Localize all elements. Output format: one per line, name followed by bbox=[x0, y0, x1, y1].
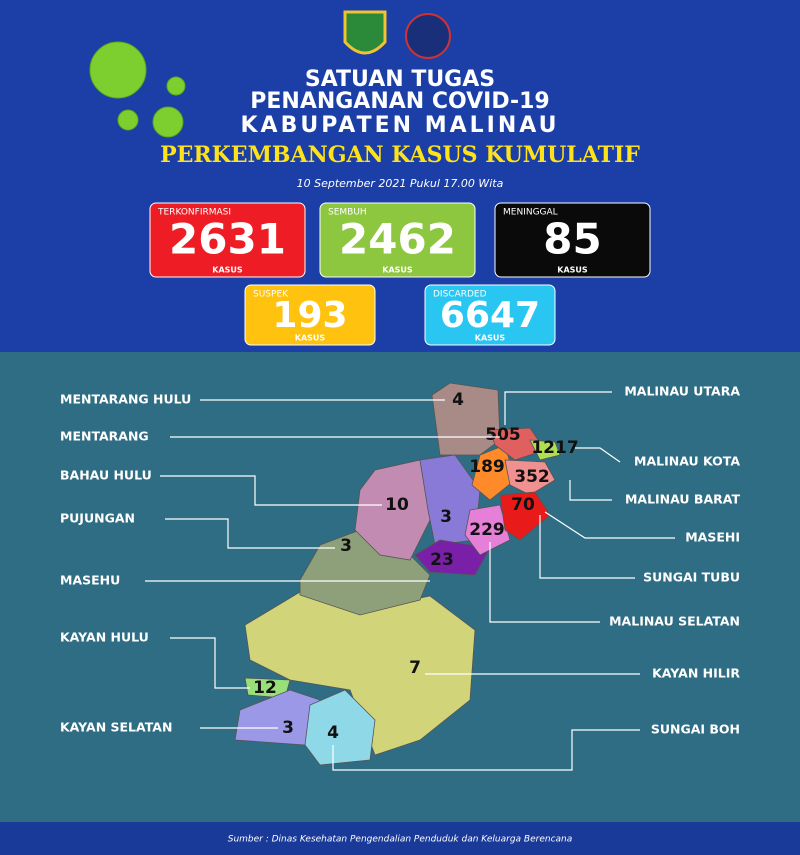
leader-line bbox=[575, 447, 621, 463]
region-name: MALINAU BARAT bbox=[625, 492, 741, 507]
logos bbox=[343, 10, 451, 59]
leader-line bbox=[544, 511, 675, 539]
region-cases: 12 bbox=[253, 678, 277, 698]
stat-value: 6647 bbox=[440, 295, 540, 336]
leader-line bbox=[489, 542, 600, 623]
stat-box bbox=[244, 284, 376, 346]
stat-unit: KASUS bbox=[475, 334, 506, 343]
region-name: KAYAN HILIR bbox=[652, 666, 740, 681]
region-name: MENTARANG bbox=[60, 429, 149, 444]
region-cases: 3 bbox=[340, 536, 352, 556]
region-name: MASEHI bbox=[685, 530, 740, 545]
stat-box bbox=[424, 284, 556, 346]
stat-unit: KASUS bbox=[382, 266, 413, 275]
region-name: BAHAU HULU bbox=[60, 468, 152, 483]
region-name: PUJUNGAN bbox=[60, 511, 135, 526]
stat-value: 193 bbox=[272, 295, 347, 336]
region-cases: 70 bbox=[511, 495, 535, 515]
map bbox=[234, 382, 561, 766]
leader-line bbox=[165, 518, 335, 549]
leader-line bbox=[170, 637, 250, 689]
region-name: MALINAU UTARA bbox=[624, 384, 740, 399]
stat-unit: KASUS bbox=[212, 266, 243, 275]
region-cases: 352 bbox=[514, 467, 550, 487]
virus-icons bbox=[89, 41, 186, 138]
stat-unit: KASUS bbox=[295, 334, 326, 343]
stat-box bbox=[149, 202, 306, 278]
region-cases: 1217 bbox=[531, 438, 578, 458]
region-cases: 23 bbox=[430, 550, 454, 570]
stat-box bbox=[494, 202, 651, 278]
stat-box bbox=[319, 202, 476, 278]
source: Sumber : Dinas Kesehatan Pengendalian Pe… bbox=[228, 835, 573, 845]
subtitle: PERKEMBANGAN KASUS KUMULATIF bbox=[160, 142, 640, 168]
title-line: SATUAN TUGAS bbox=[305, 67, 495, 92]
leader-line bbox=[504, 391, 612, 425]
leader-line bbox=[332, 729, 640, 771]
region-cases: 7 bbox=[409, 658, 421, 678]
region-cases: 229 bbox=[469, 520, 505, 540]
leader-line bbox=[539, 515, 635, 579]
region-name: SUNGAI TUBU bbox=[643, 570, 740, 585]
leader-line bbox=[160, 475, 382, 506]
stat-label: TERKONFIRMASI bbox=[157, 208, 231, 218]
region-name: MALINAU KOTA bbox=[634, 454, 740, 469]
region-cases: 3 bbox=[440, 507, 452, 527]
leader-line bbox=[569, 480, 612, 501]
stat-value: 2631 bbox=[169, 215, 286, 264]
stat-label: MENINGGAL bbox=[503, 208, 558, 218]
stat-value: 2462 bbox=[339, 215, 456, 264]
stat-label: DISCARDED bbox=[433, 290, 487, 300]
region-name: MASEHU bbox=[60, 573, 120, 588]
region-name: SUNGAI BOH bbox=[651, 722, 740, 737]
region-cases: 10 bbox=[385, 495, 409, 515]
region-name: KAYAN HULU bbox=[60, 630, 149, 645]
region-name: MALINAU SELATAN bbox=[609, 614, 740, 629]
region-name: MENTARANG HULU bbox=[60, 392, 191, 407]
region-cases: 4 bbox=[327, 723, 339, 743]
stat-unit: KASUS bbox=[557, 266, 588, 275]
date: 10 September 2021 Pukul 17.00 Wita bbox=[297, 177, 504, 190]
footer-bg bbox=[0, 822, 800, 855]
region-name: KAYAN SELATAN bbox=[60, 720, 172, 735]
stat-value: 85 bbox=[543, 215, 601, 264]
title-line: KABUPATEN MALINAU bbox=[241, 113, 560, 138]
title-line: PENANGANAN COVID-19 bbox=[250, 89, 549, 114]
region-cases: 505 bbox=[485, 425, 521, 445]
stat-label: SEMBUH bbox=[328, 208, 367, 218]
region-cases: 3 bbox=[282, 718, 294, 738]
stat-label: SUSPEK bbox=[253, 290, 289, 300]
region-cases: 189 bbox=[469, 457, 505, 477]
region-cases: 4 bbox=[452, 390, 464, 410]
